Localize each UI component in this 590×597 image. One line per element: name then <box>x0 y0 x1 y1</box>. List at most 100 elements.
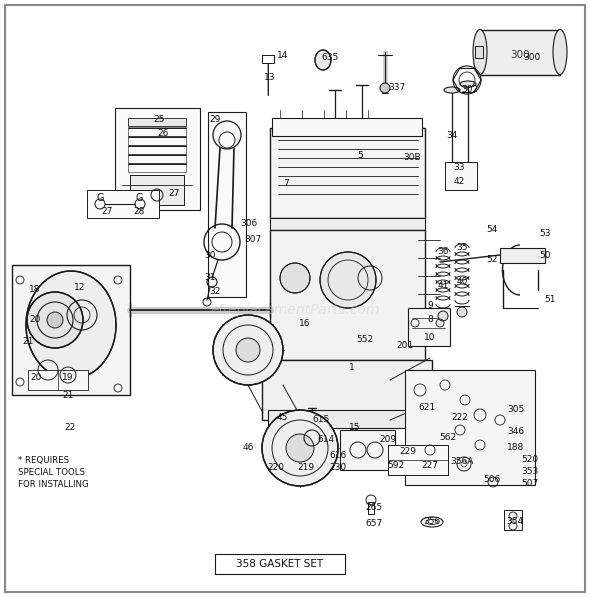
Text: 41: 41 <box>437 281 448 290</box>
Text: 20: 20 <box>30 374 42 383</box>
Text: 227: 227 <box>421 460 438 469</box>
Text: 27: 27 <box>101 208 113 217</box>
Text: 36: 36 <box>437 248 449 257</box>
Circle shape <box>262 410 338 486</box>
Text: 307: 307 <box>244 235 261 245</box>
Text: 305: 305 <box>507 405 525 414</box>
Ellipse shape <box>460 81 476 87</box>
Text: G: G <box>135 193 143 203</box>
Circle shape <box>27 292 83 348</box>
Bar <box>208 112 246 297</box>
Text: 9: 9 <box>427 300 433 309</box>
Bar <box>445 162 477 190</box>
Text: 45: 45 <box>276 414 288 423</box>
Bar <box>128 154 186 163</box>
Text: 20: 20 <box>30 315 41 325</box>
Text: 30B: 30B <box>403 153 421 162</box>
Bar <box>128 163 186 172</box>
Text: 302: 302 <box>461 85 478 94</box>
Text: 50: 50 <box>539 251 550 260</box>
Text: 25: 25 <box>153 115 165 125</box>
Bar <box>272 118 422 136</box>
Text: 222: 222 <box>451 414 468 423</box>
Text: 35: 35 <box>456 244 468 253</box>
Text: 354: 354 <box>506 518 523 527</box>
Text: 7: 7 <box>283 179 289 187</box>
Text: 21: 21 <box>63 392 74 401</box>
Text: 356A: 356A <box>450 457 474 466</box>
Text: 635: 635 <box>322 54 339 63</box>
Bar <box>270 230 425 360</box>
Text: 19: 19 <box>63 374 74 383</box>
Text: 42: 42 <box>453 177 465 186</box>
Text: 229: 229 <box>399 448 417 457</box>
Text: 188: 188 <box>507 444 525 453</box>
Bar <box>128 127 186 136</box>
Text: 29: 29 <box>209 115 221 125</box>
Text: 520: 520 <box>522 456 539 464</box>
Text: 506: 506 <box>483 475 501 485</box>
Bar <box>504 510 522 530</box>
Bar <box>368 502 374 514</box>
Text: 54: 54 <box>486 226 498 235</box>
Text: 40: 40 <box>456 278 468 287</box>
Bar <box>475 46 483 58</box>
Text: 32: 32 <box>209 288 221 297</box>
Text: 552: 552 <box>356 336 373 344</box>
Circle shape <box>457 307 467 317</box>
Circle shape <box>380 83 390 93</box>
Text: 220: 220 <box>267 463 284 472</box>
Text: 201: 201 <box>396 340 414 349</box>
Text: 31: 31 <box>204 273 216 282</box>
Text: 1: 1 <box>349 364 355 373</box>
Text: 22: 22 <box>64 423 76 432</box>
Ellipse shape <box>473 29 487 75</box>
Text: 337: 337 <box>388 84 406 93</box>
Bar <box>87 190 159 218</box>
Bar <box>130 175 184 205</box>
Text: 353: 353 <box>522 467 539 476</box>
Ellipse shape <box>315 50 331 70</box>
Text: 26: 26 <box>158 128 169 137</box>
Bar <box>262 55 274 63</box>
Bar <box>262 360 432 420</box>
Text: 615: 615 <box>312 416 330 424</box>
Bar <box>128 118 186 126</box>
Text: 356: 356 <box>424 518 441 527</box>
Text: 34: 34 <box>446 131 458 140</box>
Circle shape <box>320 252 376 308</box>
Text: 621: 621 <box>418 402 435 411</box>
Text: 562: 562 <box>440 433 457 442</box>
Text: 5: 5 <box>357 150 363 159</box>
Text: eReplacementParts.com: eReplacementParts.com <box>210 303 380 318</box>
Circle shape <box>286 434 314 462</box>
Text: 51: 51 <box>544 296 556 304</box>
Text: 10: 10 <box>424 334 436 343</box>
Ellipse shape <box>26 271 116 379</box>
Bar <box>388 445 448 475</box>
Bar <box>28 370 88 390</box>
Bar <box>405 370 535 485</box>
Bar <box>128 145 186 154</box>
Text: 53: 53 <box>539 229 550 238</box>
Circle shape <box>438 311 448 321</box>
Bar <box>215 554 345 574</box>
Bar <box>270 128 425 218</box>
Circle shape <box>236 338 260 362</box>
Text: 265: 265 <box>365 503 382 512</box>
Text: 28: 28 <box>133 208 145 217</box>
Bar <box>340 430 395 470</box>
Text: 18: 18 <box>30 285 41 294</box>
Text: 13: 13 <box>264 73 276 82</box>
Text: 27: 27 <box>168 189 180 198</box>
Bar <box>128 136 186 145</box>
Circle shape <box>280 263 310 293</box>
Text: 300: 300 <box>510 50 530 60</box>
Bar <box>12 265 130 395</box>
Text: 33: 33 <box>453 164 465 173</box>
Text: 300: 300 <box>523 54 540 63</box>
Text: 30: 30 <box>204 251 216 260</box>
Text: 16: 16 <box>299 319 311 328</box>
Text: 14: 14 <box>277 51 289 60</box>
Circle shape <box>213 315 283 385</box>
